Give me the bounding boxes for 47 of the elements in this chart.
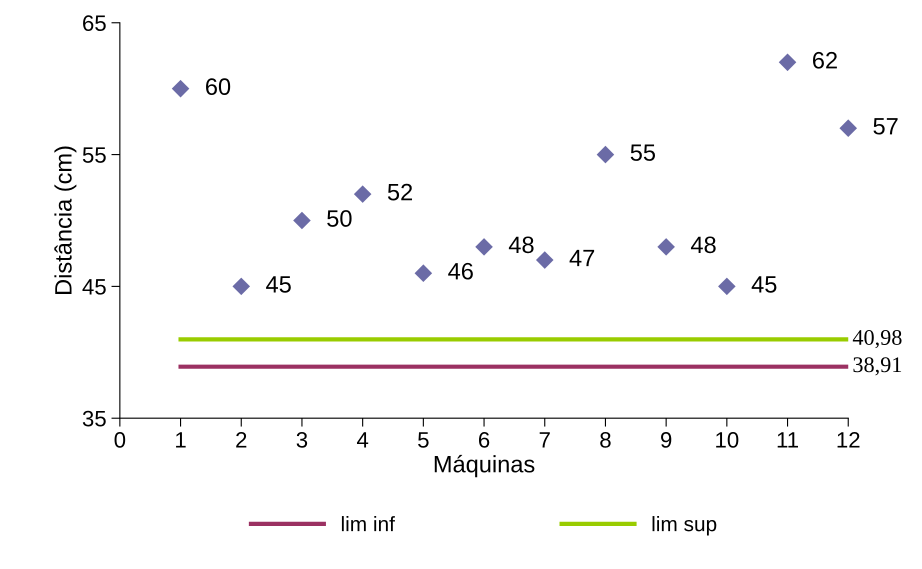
point <box>839 119 858 137</box>
point <box>657 238 675 256</box>
x-tick-label: 1 <box>176 432 186 448</box>
x-tick-label: 4 <box>356 432 368 448</box>
data-label: 40,98 <box>852 330 902 348</box>
point <box>536 251 554 269</box>
point <box>778 54 796 72</box>
data-label: 48 <box>690 236 716 254</box>
y-tick-label: 55 <box>82 147 106 163</box>
x-tick-label: 0 <box>114 432 126 448</box>
x-tick-label: 2 <box>236 432 246 448</box>
x-tick-label: 7 <box>540 432 550 448</box>
x-tick-label: 6 <box>479 432 490 448</box>
data-label: 55 <box>630 144 655 161</box>
x-tick-label: 12 <box>838 432 860 448</box>
data-label: 47 <box>570 250 594 266</box>
x-tick-label: 3 <box>296 432 308 448</box>
point <box>718 278 736 296</box>
x-tick-label: 5 <box>418 432 429 448</box>
x-tick-label: 8 <box>600 432 611 448</box>
data-label: 46 <box>448 262 473 280</box>
x-axis-title: Máquinas <box>434 454 534 478</box>
legend-label: lim inf <box>342 516 395 532</box>
point <box>414 264 432 282</box>
y-tick-label: 65 <box>83 15 106 32</box>
point <box>475 238 493 256</box>
data-label: 38,91 <box>853 357 902 376</box>
legend-label: lim sup <box>652 516 716 536</box>
data-label: 62 <box>813 52 837 69</box>
x-tick-label: 11 <box>778 432 798 448</box>
data-label: 45 <box>266 276 291 293</box>
data-label: 48 <box>508 236 534 254</box>
data-label: 52 <box>388 184 412 200</box>
y-tick-label: 35 <box>82 410 106 426</box>
y-tick-label: 45 <box>82 279 106 295</box>
y-axis-title: Distância (cm) <box>54 146 76 294</box>
point <box>232 278 250 296</box>
point <box>293 212 311 230</box>
x-tick-label: 10 <box>716 432 738 448</box>
x-tick-label: 9 <box>661 432 672 448</box>
data-label: 60 <box>206 78 230 96</box>
data-label: 50 <box>327 210 352 227</box>
point <box>354 185 372 203</box>
point <box>172 80 190 98</box>
data-label: 45 <box>752 276 776 293</box>
data-label: 57 <box>873 118 898 135</box>
point <box>596 146 614 164</box>
